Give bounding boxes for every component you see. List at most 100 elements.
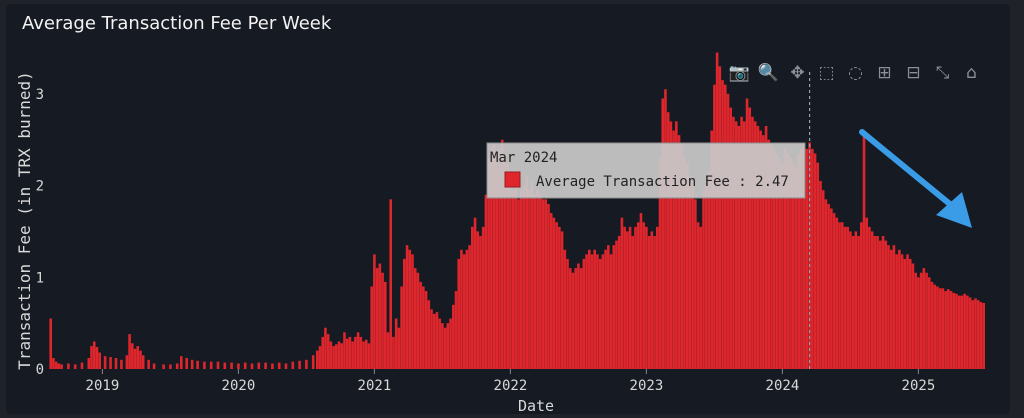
- bar[interactable]: [830, 208, 833, 370]
- bar[interactable]: [593, 249, 597, 369]
- bar[interactable]: [854, 231, 858, 369]
- bar[interactable]: [389, 199, 393, 369]
- bar[interactable]: [359, 336, 363, 369]
- bar[interactable]: [976, 300, 980, 369]
- bar[interactable]: [914, 272, 917, 369]
- bar[interactable]: [808, 142, 811, 369]
- bar[interactable]: [243, 362, 247, 369]
- bar[interactable]: [175, 363, 179, 369]
- bar[interactable]: [694, 199, 697, 369]
- bar[interactable]: [203, 361, 206, 369]
- bar[interactable]: [729, 107, 733, 369]
- bar[interactable]: [762, 135, 765, 369]
- bar[interactable]: [60, 364, 63, 369]
- bar[interactable]: [506, 162, 509, 369]
- bar[interactable]: [141, 355, 145, 369]
- bar[interactable]: [666, 112, 670, 369]
- bar[interactable]: [566, 258, 569, 369]
- box-select-icon[interactable]: ⬚: [818, 63, 835, 83]
- bar[interactable]: [587, 249, 591, 369]
- bar[interactable]: [596, 254, 599, 369]
- bar[interactable]: [963, 293, 966, 369]
- bar[interactable]: [740, 116, 743, 370]
- bar[interactable]: [125, 355, 129, 369]
- bar[interactable]: [908, 258, 912, 369]
- bar[interactable]: [362, 341, 365, 369]
- bar[interactable]: [451, 304, 455, 369]
- bar[interactable]: [522, 185, 526, 369]
- bar[interactable]: [607, 245, 610, 369]
- bar[interactable]: [563, 249, 567, 369]
- bar[interactable]: [378, 263, 382, 369]
- bar[interactable]: [715, 52, 719, 369]
- bar[interactable]: [917, 277, 920, 369]
- bar[interactable]: [492, 144, 496, 369]
- bar[interactable]: [52, 357, 55, 369]
- bar[interactable]: [498, 148, 501, 369]
- bar[interactable]: [797, 153, 801, 369]
- bar[interactable]: [345, 338, 349, 369]
- bar[interactable]: [919, 272, 923, 369]
- bar[interactable]: [514, 185, 518, 369]
- bar[interactable]: [298, 360, 301, 369]
- bar[interactable]: [416, 272, 420, 369]
- bar[interactable]: [813, 153, 817, 369]
- bar[interactable]: [419, 281, 422, 369]
- bar[interactable]: [264, 362, 267, 369]
- bar[interactable]: [723, 84, 727, 369]
- bar[interactable]: [609, 254, 613, 369]
- bar[interactable]: [120, 359, 123, 369]
- bar[interactable]: [903, 258, 907, 369]
- bar[interactable]: [511, 190, 515, 369]
- bar[interactable]: [968, 297, 972, 369]
- bar[interactable]: [465, 249, 469, 369]
- bar[interactable]: [454, 291, 458, 369]
- bar[interactable]: [131, 343, 134, 369]
- bar[interactable]: [699, 226, 703, 369]
- bar[interactable]: [832, 213, 836, 369]
- bar[interactable]: [955, 293, 958, 369]
- bar[interactable]: [737, 125, 741, 369]
- bar[interactable]: [367, 343, 371, 369]
- bar[interactable]: [819, 180, 822, 369]
- bar[interactable]: [979, 302, 983, 369]
- bar[interactable]: [786, 153, 790, 369]
- bar[interactable]: [721, 80, 724, 369]
- bar[interactable]: [892, 245, 896, 369]
- bar[interactable]: [933, 284, 937, 369]
- bar[interactable]: [487, 158, 490, 369]
- bar[interactable]: [838, 222, 841, 369]
- bar[interactable]: [805, 148, 809, 369]
- zoom-in-icon[interactable]: ⊞: [877, 63, 892, 83]
- bar[interactable]: [620, 217, 624, 369]
- bar[interactable]: [552, 217, 556, 369]
- bar[interactable]: [900, 254, 904, 369]
- bar[interactable]: [764, 125, 768, 369]
- bar[interactable]: [432, 313, 436, 369]
- bar[interactable]: [873, 236, 877, 369]
- bar[interactable]: [555, 222, 558, 369]
- bar[interactable]: [628, 226, 632, 369]
- bar[interactable]: [753, 121, 757, 369]
- bar[interactable]: [179, 356, 183, 369]
- bar[interactable]: [707, 171, 711, 369]
- bar[interactable]: [688, 176, 692, 369]
- bar[interactable]: [843, 226, 847, 369]
- bar[interactable]: [446, 323, 450, 369]
- bar[interactable]: [636, 222, 640, 369]
- bar[interactable]: [460, 249, 463, 369]
- bar[interactable]: [868, 226, 871, 369]
- bar[interactable]: [216, 361, 220, 369]
- bar[interactable]: [734, 121, 738, 369]
- bar[interactable]: [938, 288, 942, 369]
- bar[interactable]: [329, 341, 333, 369]
- bar[interactable]: [257, 362, 261, 369]
- bar[interactable]: [533, 194, 537, 369]
- bar[interactable]: [849, 231, 852, 369]
- bar[interactable]: [92, 341, 96, 369]
- bar[interactable]: [680, 144, 684, 369]
- bar[interactable]: [558, 226, 561, 369]
- bar[interactable]: [509, 176, 512, 369]
- bar[interactable]: [821, 190, 825, 369]
- bar[interactable]: [949, 291, 953, 369]
